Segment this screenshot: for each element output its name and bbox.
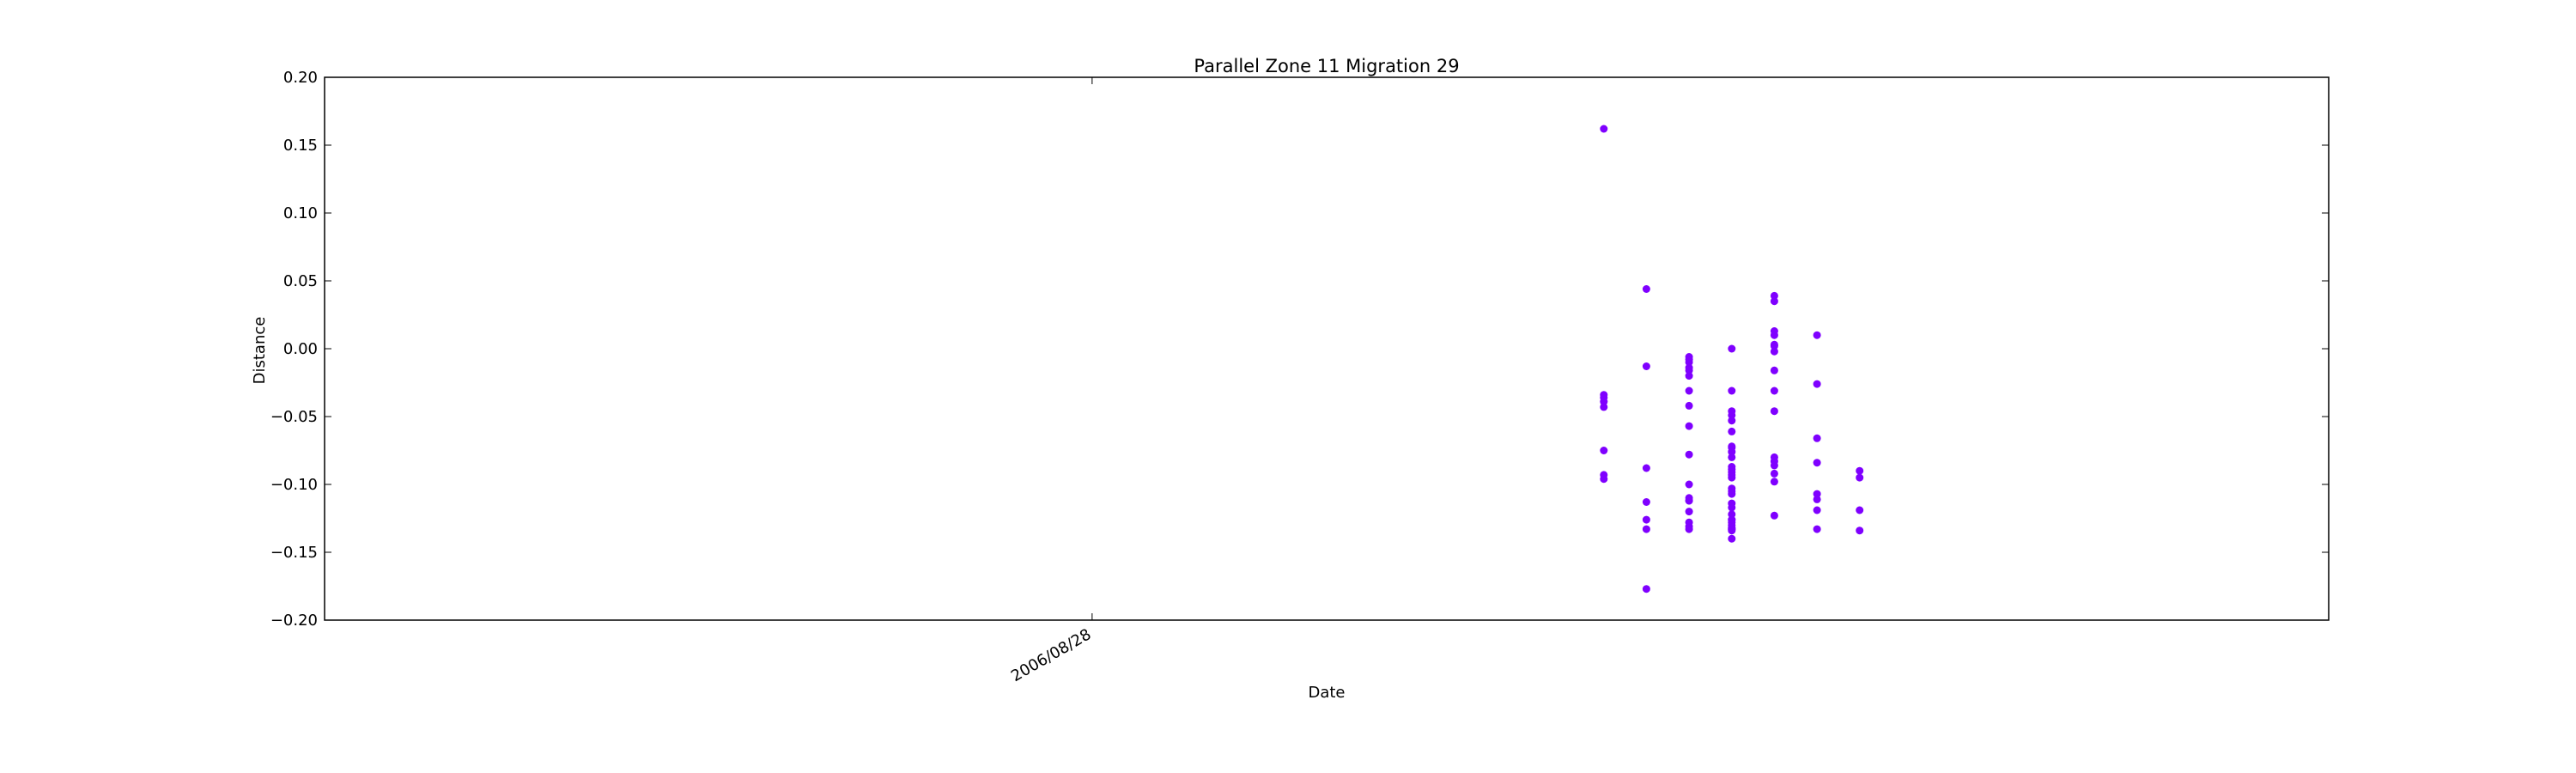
- y-tick-label: −0.05: [270, 408, 318, 426]
- y-tick-label: −0.15: [270, 544, 318, 562]
- data-point: [1728, 427, 1736, 435]
- data-point: [1770, 511, 1778, 520]
- data-point: [1813, 434, 1821, 442]
- y-tick-label: 0.20: [283, 69, 318, 87]
- data-point: [1642, 498, 1650, 506]
- x-axis-title: Date: [1308, 684, 1345, 702]
- data-point: [1770, 457, 1778, 466]
- data-point: [1728, 490, 1736, 498]
- data-point: [1685, 366, 1693, 374]
- data-point: [1642, 515, 1650, 524]
- data-point: [1600, 475, 1608, 484]
- data-point: [1642, 585, 1650, 593]
- data-point: [1600, 447, 1608, 454]
- plot-frame: [324, 76, 2330, 621]
- data-point: [1770, 366, 1778, 374]
- data-point: [1600, 403, 1608, 411]
- data-point: [1728, 417, 1736, 425]
- data-point: [1728, 453, 1736, 461]
- y-tick-label: 0.10: [283, 204, 318, 222]
- data-point: [1728, 499, 1736, 508]
- data-point: [1770, 407, 1778, 416]
- chart-title: Parallel Zone 11 Migration 29: [1194, 56, 1459, 76]
- data-point: [1813, 459, 1821, 467]
- data-point: [1856, 506, 1864, 514]
- data-point: [1685, 450, 1693, 459]
- data-point: [1813, 490, 1821, 498]
- data-point: [1728, 473, 1736, 482]
- data-point: [1600, 393, 1608, 402]
- data-point: [1728, 484, 1736, 493]
- data-point: [1813, 506, 1821, 514]
- points-layer: [1600, 125, 1864, 593]
- data-point: [1685, 401, 1693, 410]
- data-point: [1770, 478, 1778, 486]
- data-point: [1728, 447, 1736, 456]
- data-point: [1685, 353, 1693, 361]
- data-point: [1728, 442, 1736, 451]
- data-point: [1856, 473, 1864, 482]
- data-point: [1642, 525, 1650, 533]
- x-tick-label: 2006/08/28: [1008, 625, 1094, 685]
- axes-layer: −0.20 −0.15 −0.10 −0.05 0.00 0.05 0.10 0.15 0.20…: [270, 69, 2330, 685]
- y-tick-label: 0.00: [283, 340, 318, 358]
- y-tick-label: 0.05: [283, 272, 318, 290]
- data-point: [1685, 372, 1693, 380]
- data-point: [1728, 515, 1736, 524]
- data-point: [1685, 518, 1693, 526]
- data-point: [1685, 496, 1693, 505]
- data-point: [1770, 331, 1778, 339]
- data-point: [1728, 407, 1736, 416]
- data-point: [1813, 495, 1821, 503]
- data-point: [1685, 422, 1693, 430]
- data-point: [1685, 508, 1693, 516]
- data-point: [1813, 525, 1821, 533]
- data-point: [1685, 386, 1693, 395]
- y-tick-label: −0.20: [270, 612, 318, 630]
- y-tick-label: 0.15: [283, 137, 318, 155]
- data-point: [1642, 362, 1650, 370]
- data-point: [1770, 386, 1778, 395]
- data-point: [1856, 526, 1864, 535]
- data-point: [1728, 466, 1736, 474]
- data-point: [1600, 125, 1608, 133]
- data-point: [1642, 464, 1650, 472]
- data-point: [1770, 347, 1778, 356]
- data-point: [1770, 291, 1778, 300]
- data-point: [1685, 480, 1693, 489]
- y-axis-title: Distance: [251, 317, 269, 385]
- data-point: [1642, 285, 1650, 293]
- data-point: [1770, 469, 1778, 478]
- data-point: [1770, 342, 1778, 350]
- y-tick-label: −0.10: [270, 476, 318, 494]
- data-point: [1728, 386, 1736, 395]
- data-point: [1813, 380, 1821, 388]
- data-point: [1728, 525, 1736, 533]
- data-point: [1685, 358, 1693, 367]
- data-point: [1728, 344, 1736, 353]
- data-point: [1728, 510, 1736, 519]
- data-point: [1856, 466, 1864, 475]
- data-point: [1728, 534, 1736, 543]
- data-point: [1770, 297, 1778, 306]
- data-point: [1813, 331, 1821, 339]
